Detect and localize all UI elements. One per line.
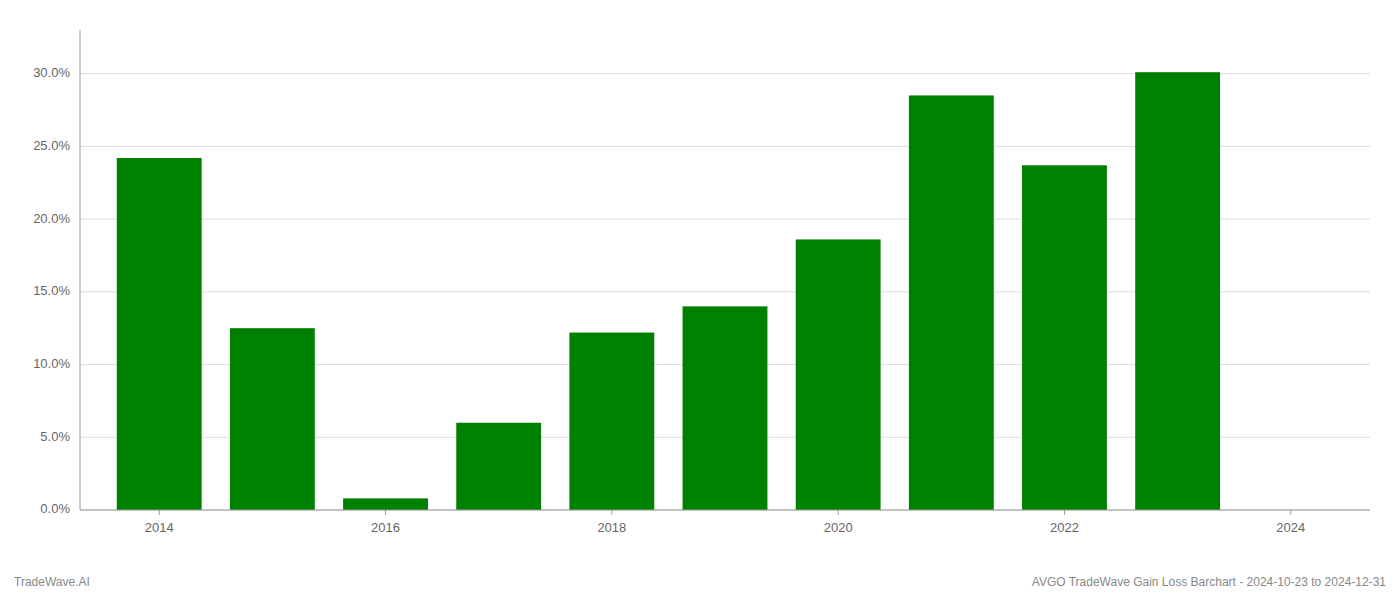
x-axis-line [80, 510, 1370, 511]
x-tick-label: 2020 [824, 520, 853, 535]
chart-svg: 0.0%5.0%10.0%15.0%20.0%25.0%30.0%2014201… [0, 0, 1400, 600]
x-tick [838, 510, 839, 515]
y-tick-label: 30.0% [33, 65, 70, 80]
footer-text: TradeWave.AI [14, 575, 90, 589]
x-tick-label: 2018 [597, 520, 626, 535]
bar [117, 158, 202, 510]
y-tick-label: 25.0% [33, 138, 70, 153]
y-axis-line [80, 30, 81, 510]
bar [456, 423, 541, 510]
bar [569, 333, 654, 510]
bar [909, 95, 994, 510]
x-tick [1064, 510, 1065, 515]
x-tick [611, 510, 612, 515]
grid-line [80, 510, 1370, 511]
bar [343, 498, 428, 510]
x-tick-label: 2022 [1050, 520, 1079, 535]
y-tick-label: 5.0% [40, 429, 70, 444]
bars [117, 72, 1220, 510]
x-tick [385, 510, 386, 515]
chart-container: 0.0%5.0%10.0%15.0%20.0%25.0%30.0%2014201… [0, 0, 1400, 600]
x-tick [159, 510, 160, 515]
x-tick-label: 2024 [1276, 520, 1305, 535]
y-tick-label: 0.0% [40, 501, 70, 516]
annotations: TradeWave.AI AVGO TradeWave Gain Loss Bar… [14, 575, 1386, 589]
bar [1022, 165, 1107, 510]
x-tick-label: 2016 [371, 520, 400, 535]
footer-text: AVGO TradeWave Gain Loss Barchart - 2024… [1032, 575, 1387, 589]
x-tick-label: 2014 [145, 520, 174, 535]
bar [796, 239, 881, 510]
bar [683, 306, 768, 510]
x-tick [1290, 510, 1291, 515]
y-axis: 0.0% 5.0% 10.0% 15.0% 20.0% 25.0% 30.0% [33, 30, 80, 516]
background [0, 0, 1400, 600]
y-tick-label: 20.0% [33, 211, 70, 226]
y-tick-label: 15.0% [33, 283, 70, 298]
bar [230, 328, 315, 510]
x-axis: 2014 2016 2018 2020 2022 2024 [80, 510, 1370, 535]
bar [1135, 72, 1220, 510]
y-tick-label: 10.0% [33, 356, 70, 371]
